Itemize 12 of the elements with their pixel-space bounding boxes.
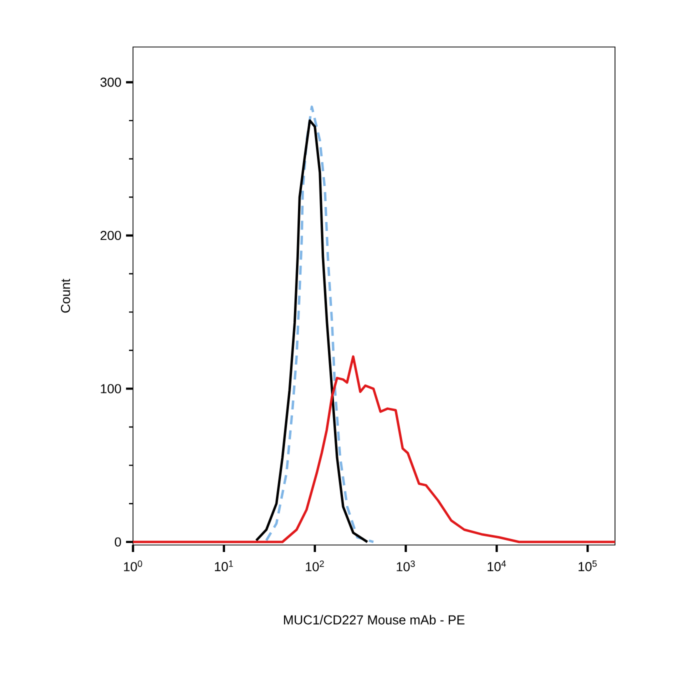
x-tick-label: 10$^{3}$ [396, 560, 415, 572]
y-axis-title: Count [60, 278, 70, 313]
y-tick-label: 100 [100, 384, 122, 394]
y-tick-label: 300 [100, 78, 122, 87]
x-tick-label: 10$^{5}$ [578, 560, 597, 572]
x-tick-label: 10$^{4}$ [488, 560, 506, 572]
x-tick-label: 10$^{2}$ [306, 560, 324, 572]
y-tick-label: 0 [114, 537, 122, 547]
y-tick-label: 200 [100, 230, 122, 240]
x-axis-title: MUC1/CD227 Mouse mAb - PE [284, 614, 464, 624]
x-tick-label: 10$^{1}$ [214, 560, 233, 572]
x-tick-label: 10$^{0}$ [124, 560, 142, 572]
